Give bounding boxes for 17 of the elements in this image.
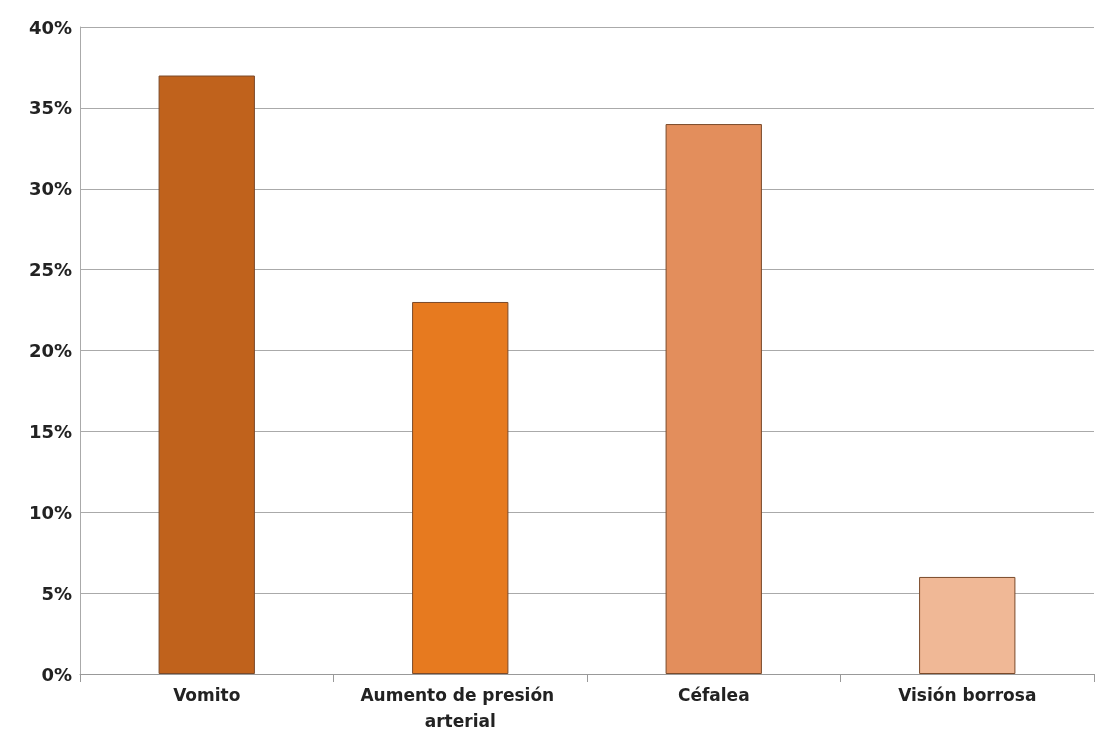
y-tick-label: 25% — [28, 259, 72, 281]
x-tick-label: Vomito — [173, 685, 241, 705]
y-tick-label: 0% — [41, 663, 72, 685]
y-tick-label: 30% — [28, 178, 72, 200]
bar — [919, 576, 1016, 674]
y-tick-label: 5% — [41, 582, 72, 604]
y-tick-label: 35% — [28, 97, 72, 119]
bar — [158, 75, 255, 674]
bar — [412, 301, 509, 674]
x-tick-label: Aumento de presión arterial — [360, 685, 561, 731]
bar — [665, 124, 762, 674]
y-tick-label: 10% — [28, 501, 72, 523]
x-tick-label: Céfalea — [677, 685, 750, 705]
x-tick-label: Visión borrosa — [898, 685, 1037, 705]
y-tick-label: 20% — [28, 340, 72, 361]
y-tick-label: 15% — [28, 420, 72, 442]
y-tick-label: 40% — [28, 16, 72, 38]
